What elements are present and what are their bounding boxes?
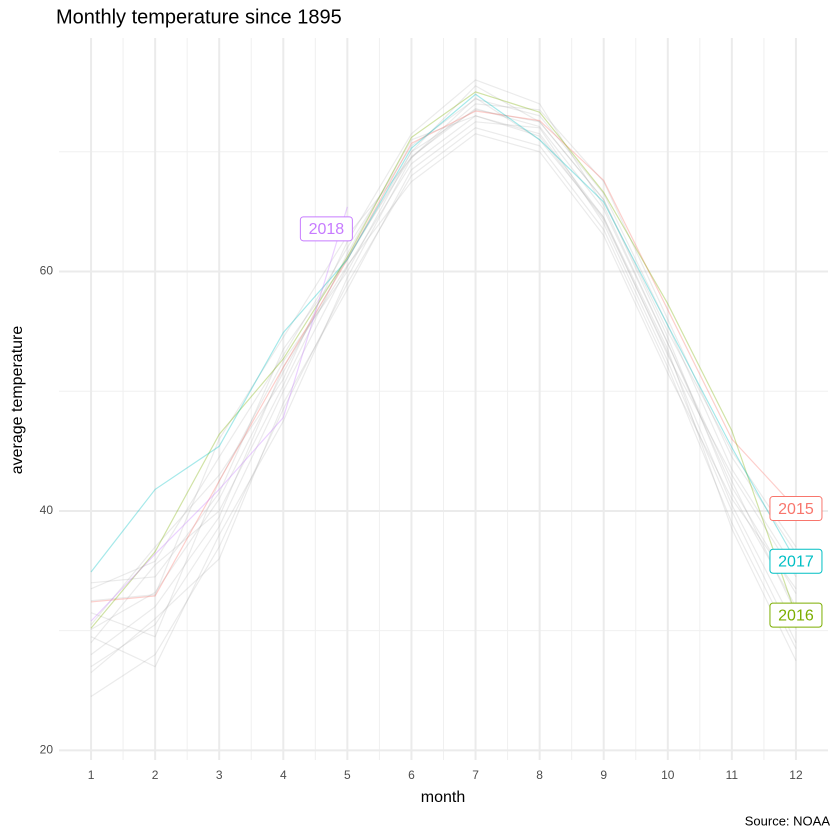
x-tick-label: 6 <box>408 768 415 782</box>
y-tick-label: 60 <box>40 264 54 278</box>
series-line <box>90 110 797 603</box>
background-line <box>90 115 797 644</box>
x-tick-label: 5 <box>344 768 351 782</box>
label-box <box>299 216 353 242</box>
legend-label: 2015 <box>778 501 814 518</box>
x-tick-label: 4 <box>280 768 287 782</box>
series-label: 2017 <box>769 548 823 574</box>
background-line <box>90 107 797 631</box>
x-tick-label: 3 <box>216 768 223 782</box>
label-box <box>769 602 823 628</box>
chart-title: Monthly temperature since 1895 <box>56 6 342 28</box>
background-line <box>90 127 797 698</box>
legend-label: 2016 <box>778 607 814 624</box>
y-tick-label: 40 <box>40 503 54 517</box>
background-line <box>90 115 797 668</box>
background-line <box>90 98 797 590</box>
x-tick-label: 1 <box>88 768 95 782</box>
y-axis-title: average temperature <box>9 326 26 475</box>
x-tick-label: 8 <box>536 768 543 782</box>
x-tick-label: 9 <box>600 768 607 782</box>
x-tick-label: 10 <box>661 768 675 782</box>
series-label: 2016 <box>769 602 823 628</box>
y-tick-label: 20 <box>40 743 54 757</box>
background-line <box>90 121 797 674</box>
background-line <box>90 109 797 584</box>
background-line <box>90 97 797 668</box>
legend-label: 2017 <box>778 553 814 570</box>
background-line <box>90 133 797 656</box>
series-label: 2018 <box>299 216 353 242</box>
background-line <box>90 79 797 626</box>
x-tick-label: 7 <box>472 768 479 782</box>
x-tick-label: 12 <box>789 768 803 782</box>
x-axis-title: month <box>421 789 465 806</box>
legend-label: 2018 <box>309 221 345 238</box>
series-line <box>90 91 797 629</box>
x-tick-label: 2 <box>152 768 159 782</box>
series-line <box>90 93 797 573</box>
label-box <box>769 548 823 574</box>
series-line <box>90 206 348 622</box>
series-label: 2015 <box>769 496 823 522</box>
x-tick-label: 11 <box>726 768 739 782</box>
caption: Source: NOAA <box>745 813 831 828</box>
label-box <box>769 496 823 522</box>
background-line <box>90 85 797 638</box>
background-line <box>90 103 797 602</box>
